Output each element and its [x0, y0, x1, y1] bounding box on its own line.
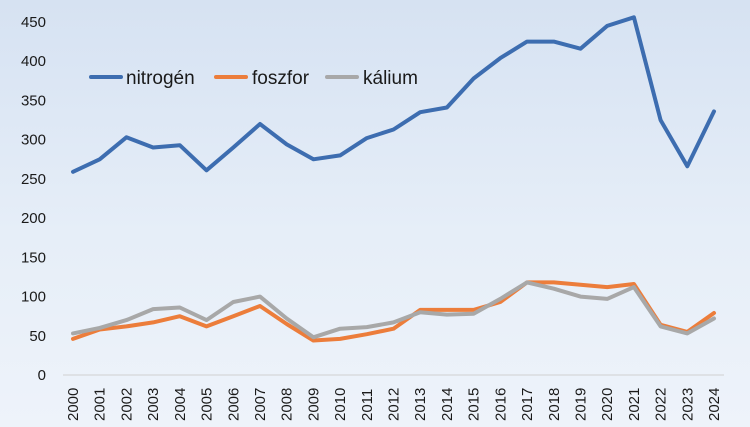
x-tick-label: 2019 — [572, 388, 589, 421]
series-line-1 — [71, 15, 716, 174]
legend-label: nitrogén — [126, 68, 195, 89]
x-tick-label: 2016 — [492, 388, 509, 421]
x-tick-label: 2008 — [279, 388, 296, 421]
x-tick-label: 2003 — [145, 388, 162, 421]
x-tick-label: 2017 — [519, 388, 536, 421]
x-tick-label: 2002 — [118, 388, 135, 421]
x-tick-label: 2000 — [65, 388, 82, 421]
y-tick-label: 0 — [38, 367, 46, 384]
x-tick-label: 2022 — [653, 388, 670, 421]
x-tick-label: 2014 — [439, 388, 456, 421]
y-tick-label: 50 — [29, 328, 46, 345]
x-tick-label: 2011 — [359, 389, 376, 421]
y-tick-label: 450 — [21, 14, 46, 31]
legend: nitrogén foszfor kálium — [89, 68, 418, 89]
y-tick-label: 350 — [21, 92, 46, 109]
x-tick-label: 2024 — [706, 388, 723, 421]
series-line-2 — [71, 280, 716, 343]
series-lines — [71, 15, 716, 343]
x-tick-label: 2004 — [172, 388, 189, 421]
x-tick-label: 2018 — [546, 388, 563, 421]
y-tick-label: 100 — [21, 289, 46, 306]
x-axis-ticks: 2000 2001 2002 2003 2004 2005 2006 2007 2008 2009… — [65, 388, 723, 421]
x-tick-label: 2009 — [305, 388, 322, 421]
x-tick-label: 2012 — [386, 388, 403, 421]
x-tick-label: 2015 — [466, 388, 483, 421]
y-tick-label: 300 — [21, 132, 46, 149]
legend-label: foszfor — [252, 68, 310, 89]
x-tick-label: 2005 — [199, 388, 216, 421]
x-tick-label: 2023 — [679, 388, 696, 421]
x-tick-label: 2020 — [599, 388, 616, 421]
y-tick-label: 150 — [21, 249, 46, 266]
legend-label: kálium — [363, 68, 418, 89]
x-tick-label: 2006 — [225, 388, 242, 421]
y-tick-label: 200 — [21, 210, 46, 227]
x-tick-label: 2021 — [626, 388, 643, 421]
x-tick-label: 2010 — [332, 388, 349, 421]
y-tick-label: 400 — [21, 53, 46, 70]
x-tick-label: 2013 — [412, 388, 429, 421]
y-axis-ticks: 0 50 100 150 200 250 300 350 400 450 — [21, 14, 46, 384]
x-tick-label: 2007 — [252, 388, 269, 421]
x-tick-label: 2001 — [92, 388, 109, 421]
y-tick-label: 250 — [21, 171, 46, 188]
